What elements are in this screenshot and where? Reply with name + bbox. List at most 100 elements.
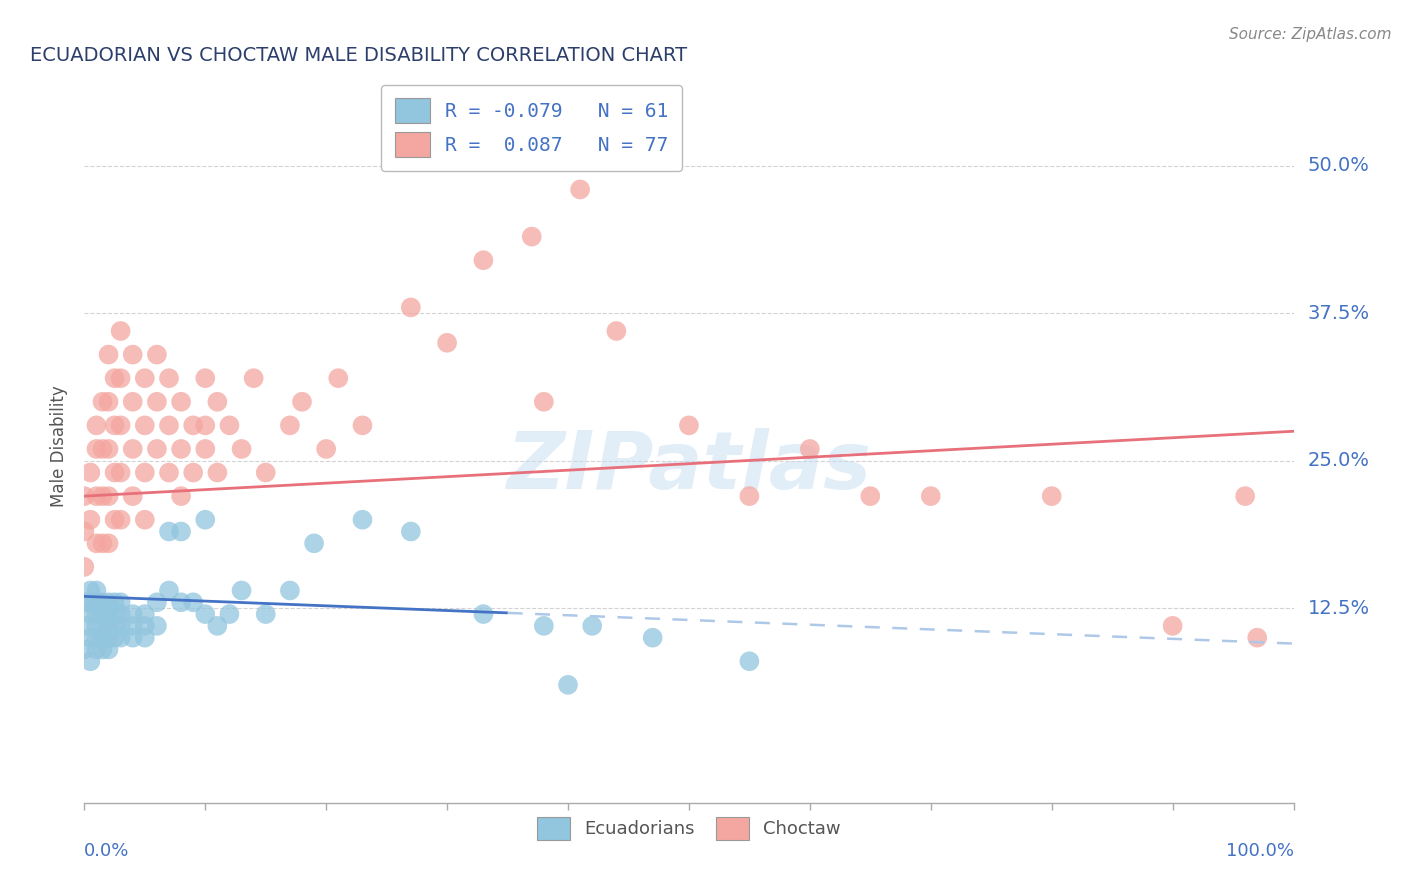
Point: [194, 607, 217, 621]
Point: [86, 442, 108, 456]
Point: [231, 442, 253, 456]
Point: [91, 642, 114, 657]
Point: [104, 631, 127, 645]
Point: [557, 678, 579, 692]
Text: 100.0%: 100.0%: [1226, 842, 1294, 860]
Text: Source: ZipAtlas.com: Source: ZipAtlas.com: [1229, 27, 1392, 42]
Point: [146, 619, 169, 633]
Point: [91, 394, 114, 409]
Point: [641, 631, 664, 645]
Point: [278, 418, 301, 433]
Point: [86, 595, 108, 609]
Point: [1161, 619, 1184, 633]
Text: ZIPatlas: ZIPatlas: [506, 428, 872, 507]
Point: [157, 466, 180, 480]
Point: [194, 418, 217, 433]
Point: [91, 619, 114, 633]
Point: [73, 489, 96, 503]
Point: [86, 642, 108, 657]
Point: [533, 394, 555, 409]
Point: [79, 607, 101, 621]
Point: [254, 607, 277, 621]
Point: [91, 607, 114, 621]
Point: [121, 619, 143, 633]
Point: [157, 524, 180, 539]
Point: [218, 607, 240, 621]
Point: [134, 619, 156, 633]
Point: [121, 489, 143, 503]
Point: [218, 418, 240, 433]
Point: [1246, 631, 1268, 645]
Text: 12.5%: 12.5%: [1308, 599, 1369, 617]
Point: [86, 536, 108, 550]
Point: [231, 583, 253, 598]
Point: [799, 442, 821, 456]
Point: [352, 418, 374, 433]
Point: [170, 489, 193, 503]
Point: [569, 182, 592, 196]
Point: [121, 394, 143, 409]
Point: [110, 371, 132, 385]
Point: [97, 631, 120, 645]
Point: [520, 229, 543, 244]
Point: [1040, 489, 1063, 503]
Point: [581, 619, 603, 633]
Point: [920, 489, 942, 503]
Point: [97, 595, 120, 609]
Point: [146, 595, 169, 609]
Point: [134, 631, 156, 645]
Point: [207, 466, 229, 480]
Point: [399, 301, 422, 315]
Point: [134, 607, 156, 621]
Point: [352, 513, 374, 527]
Text: ECUADORIAN VS CHOCTAW MALE DISABILITY CORRELATION CHART: ECUADORIAN VS CHOCTAW MALE DISABILITY CO…: [30, 46, 688, 65]
Point: [79, 513, 101, 527]
Point: [79, 595, 101, 609]
Point: [104, 595, 127, 609]
Point: [91, 442, 114, 456]
Point: [170, 394, 193, 409]
Point: [91, 595, 114, 609]
Point: [86, 489, 108, 503]
Point: [170, 524, 193, 539]
Point: [73, 524, 96, 539]
Point: [194, 442, 217, 456]
Point: [134, 466, 156, 480]
Point: [104, 619, 127, 633]
Point: [91, 536, 114, 550]
Point: [104, 513, 127, 527]
Point: [146, 348, 169, 362]
Point: [79, 583, 101, 598]
Point: [110, 607, 132, 621]
Point: [134, 513, 156, 527]
Point: [104, 466, 127, 480]
Point: [110, 595, 132, 609]
Point: [278, 583, 301, 598]
Point: [97, 489, 120, 503]
Legend: Ecuadorians, Choctaw: Ecuadorians, Choctaw: [530, 810, 848, 847]
Point: [146, 394, 169, 409]
Point: [73, 642, 96, 657]
Point: [110, 466, 132, 480]
Point: [86, 607, 108, 621]
Point: [91, 631, 114, 645]
Point: [399, 524, 422, 539]
Point: [110, 631, 132, 645]
Point: [86, 631, 108, 645]
Point: [146, 442, 169, 456]
Point: [328, 371, 350, 385]
Point: [121, 607, 143, 621]
Point: [738, 489, 761, 503]
Point: [738, 654, 761, 668]
Point: [104, 418, 127, 433]
Point: [170, 595, 193, 609]
Point: [73, 595, 96, 609]
Point: [181, 595, 204, 609]
Point: [110, 324, 132, 338]
Point: [121, 631, 143, 645]
Point: [157, 583, 180, 598]
Point: [91, 489, 114, 503]
Point: [134, 371, 156, 385]
Point: [1234, 489, 1257, 503]
Point: [291, 394, 314, 409]
